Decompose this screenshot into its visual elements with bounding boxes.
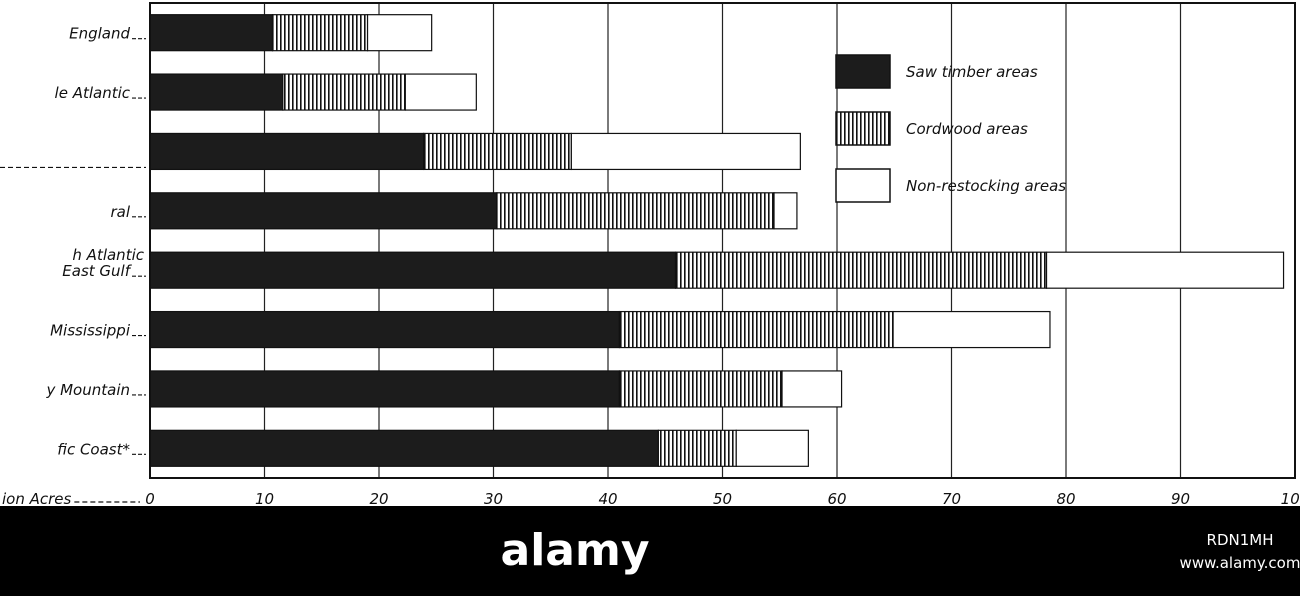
bar-segment <box>674 251 1048 289</box>
bar-segment <box>892 310 1051 349</box>
x-tick-label: 60 <box>827 490 846 508</box>
bar-segment <box>781 370 843 408</box>
bar-segment <box>496 192 775 230</box>
bar-segment <box>149 192 498 230</box>
legend-label: Cordwood areas <box>906 120 1028 138</box>
category-label: ral <box>110 203 130 221</box>
x-tick-label: 30 <box>484 490 503 508</box>
legend-label: Saw timber areas <box>906 63 1038 81</box>
bar-segment <box>423 132 572 171</box>
legend-swatch <box>835 111 891 146</box>
bar-segment <box>149 73 284 111</box>
bar-segment <box>618 370 783 408</box>
bar-segment <box>149 370 621 408</box>
x-tick-label: 10 <box>255 490 274 508</box>
category-label: England <box>69 25 130 43</box>
watermark-id: RDN1MH <box>1207 531 1274 549</box>
legend-swatch <box>835 168 891 203</box>
bar-segment <box>149 429 659 467</box>
bar-segment <box>149 251 677 289</box>
x-tick-label: 40 <box>598 490 617 508</box>
watermark-band <box>0 506 1300 596</box>
x-tick-label: 0 <box>145 490 155 508</box>
category-label: le Atlantic <box>55 84 131 102</box>
bar-segment <box>366 14 433 52</box>
bar-segment <box>271 14 369 52</box>
legend-label: Non-restocking areas <box>906 177 1066 195</box>
bar-segment <box>657 429 737 467</box>
category-label: East Gulf <box>62 262 132 280</box>
bar-segment <box>735 429 809 467</box>
x-tick-label: 90 <box>1171 490 1190 508</box>
plot-frame <box>149 2 1296 479</box>
x-tick-label: 20 <box>369 490 388 508</box>
bar-segment <box>618 310 894 349</box>
bar-segment <box>404 73 477 111</box>
bar-segment <box>149 14 274 52</box>
category-label: Mississippi <box>50 322 131 340</box>
bar-segment <box>149 310 621 349</box>
bar-segment <box>1045 251 1285 289</box>
watermark-url: www.alamy.com <box>1180 554 1300 572</box>
bar-segment <box>773 192 798 230</box>
x-axis-label: ion Acres <box>2 490 72 508</box>
x-tick-label: 80 <box>1056 490 1075 508</box>
bar-segment <box>282 73 406 111</box>
legend-swatch <box>835 54 891 89</box>
bar-segment <box>149 132 425 171</box>
category-label: fic Coast* <box>57 440 130 458</box>
x-tick-label: 50 <box>713 490 732 508</box>
x-tick-label: 100 <box>1281 490 1300 508</box>
watermark-brand: alamy <box>501 525 650 576</box>
bar-segment <box>570 132 801 171</box>
category-label: h Atlantic <box>72 246 144 264</box>
x-tick-label: 70 <box>942 490 961 508</box>
category-label: y Mountain <box>45 381 130 399</box>
